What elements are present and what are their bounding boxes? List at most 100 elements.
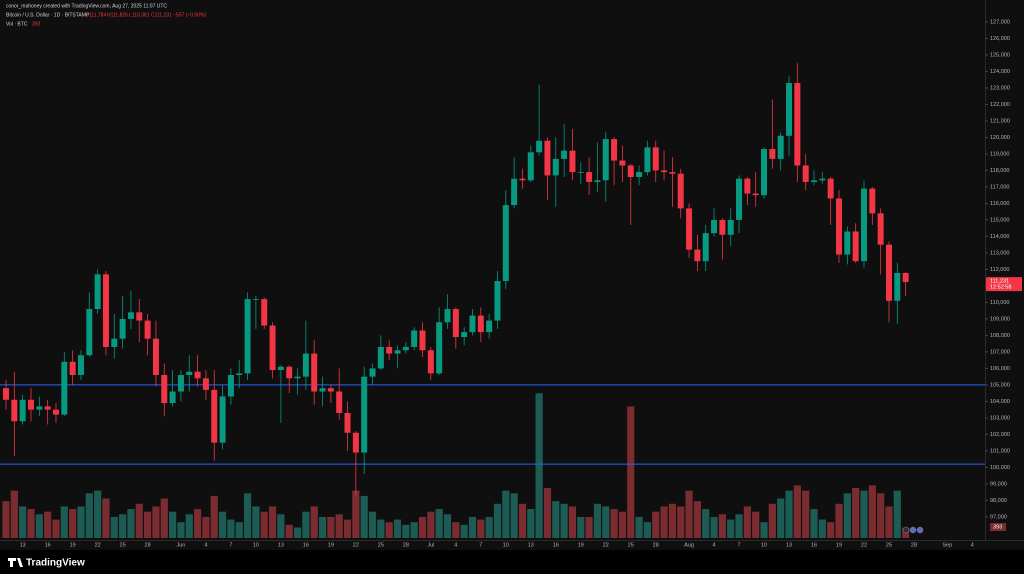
y-tick-label: 104,000 (990, 399, 1010, 405)
volume-bar (468, 516, 477, 538)
volume-bar (810, 509, 818, 538)
volume-bar (652, 511, 660, 538)
volume-bar (793, 485, 801, 538)
candle-body (827, 178, 834, 199)
volume-bar (435, 509, 443, 538)
candle-body (586, 172, 593, 182)
volume-bar (127, 509, 135, 538)
x-tick-label: 28 (653, 542, 659, 548)
volume-bar (777, 498, 785, 538)
x-tick-label: 28 (145, 542, 151, 548)
volume-bar (527, 509, 535, 538)
x-tick-label: 10 (761, 542, 767, 548)
volume-bar (52, 519, 60, 538)
volume-bar (402, 524, 410, 538)
volume-bar (285, 524, 293, 538)
volume-bar (885, 506, 893, 538)
volume-bar (735, 514, 743, 538)
candle-body (211, 389, 218, 443)
candle-body (711, 219, 718, 234)
x-tick-label: 16 (553, 542, 559, 548)
x-tick-label: 13 (20, 542, 26, 548)
volume-bar (668, 503, 676, 538)
symbol: Bitcoin / U.S. Dollar · 1D · BITSTAMP (6, 12, 90, 18)
candle-body (636, 172, 643, 178)
volume-bar (193, 509, 202, 538)
volume-bar (593, 503, 602, 538)
candle-body (444, 309, 451, 323)
volume-bar (210, 495, 218, 538)
volume-bar (685, 490, 693, 538)
candle-body (611, 139, 618, 161)
candle-body (819, 178, 826, 181)
volume-bar (327, 516, 335, 538)
x-tick-label: 25 (886, 542, 892, 548)
volume-bar (144, 511, 152, 538)
volume-bar (485, 516, 493, 538)
candle-body (677, 173, 684, 209)
y-tick-label: 112,000 (990, 267, 1009, 273)
candle-body (502, 205, 509, 281)
x-tick-label: 4 (971, 542, 974, 548)
volume-bar (560, 503, 568, 538)
volume-bar (19, 506, 27, 538)
volume-bar (743, 506, 751, 538)
volume-bar (252, 506, 260, 538)
candle-body (552, 158, 559, 176)
logo-icon (8, 558, 23, 567)
y-tick-label: 102,000 (990, 432, 1010, 438)
candle-body (327, 388, 334, 392)
volume-bar (535, 393, 543, 538)
candle-body (761, 148, 768, 196)
last-price-box (986, 277, 1022, 292)
x-tick-label: 19 (836, 542, 842, 548)
x-tick-label: 10 (503, 542, 509, 548)
volume-bar (69, 509, 77, 538)
candle-body (852, 231, 859, 262)
ohlc-value: −557 (−0.50%) (173, 12, 206, 18)
x-tick-label: 13 (528, 542, 534, 548)
y-tick-label: 118,000 (990, 168, 1009, 174)
candle-body (777, 135, 784, 159)
volume-bar (335, 514, 343, 538)
candle-body (836, 198, 842, 255)
x-tick-label: 19 (70, 542, 76, 548)
volume-bar (635, 516, 643, 538)
candle-body (844, 231, 851, 255)
volume-bar (893, 490, 901, 538)
volume-bar (10, 490, 18, 538)
candle-body (411, 330, 418, 347)
candle-body (36, 406, 43, 410)
y-tick-label: 121,000 (990, 118, 1010, 124)
y-tick-label: 99,000 (990, 481, 1007, 487)
candle-body (202, 378, 209, 390)
volume-bar (152, 506, 160, 538)
volume-bar (185, 514, 193, 538)
volume-bar (119, 514, 127, 538)
candle-body (544, 140, 551, 176)
volume-bar (235, 522, 243, 538)
candle-body (902, 272, 909, 283)
volume-bar (643, 522, 652, 538)
volume-bar (443, 514, 452, 538)
volume-bar (710, 516, 718, 538)
volume-bar (277, 514, 285, 538)
volume-bar (77, 506, 85, 538)
volume-bar (35, 514, 43, 538)
volume-bar (418, 516, 427, 538)
volume-bar (818, 519, 826, 538)
volume-bar (693, 501, 701, 538)
y-tick-label: 105,000 (990, 382, 1010, 388)
y-tick-label: 103,000 (990, 415, 1010, 421)
candle-body (361, 376, 368, 453)
volume-bar (343, 519, 352, 538)
x-tick-label: 13 (278, 542, 284, 548)
volume-bar (44, 511, 52, 538)
volume-bar (2, 501, 10, 538)
y-tick-label: 119,000 (990, 151, 1009, 157)
candle-body (144, 320, 151, 339)
candle-body (802, 165, 809, 182)
candle-body (311, 353, 318, 392)
volume-bar (727, 519, 735, 538)
